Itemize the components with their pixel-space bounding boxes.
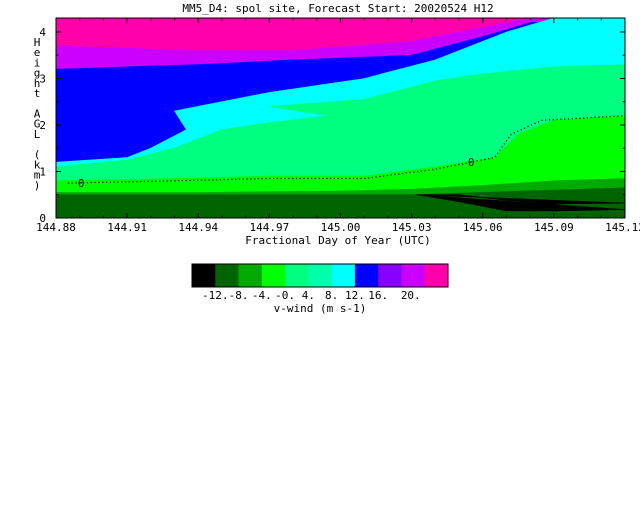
colorbar-tick-label: -8.	[229, 289, 249, 302]
colorbar-swatch	[401, 264, 426, 287]
colorbar-tick-label: -0.	[275, 289, 295, 302]
colorbar-label: v-wind (m s-1)	[274, 302, 367, 315]
colorbar: -12. -8. -4. -0. 4. 8. 12. 16. 20.	[191, 263, 449, 302]
y-tick-label: 2	[39, 119, 46, 132]
x-tick-label: 145.12	[605, 221, 640, 234]
y-axis: 0 1 2 3 4	[39, 26, 625, 225]
x-tick-label: 145.03	[392, 221, 432, 234]
colorbar-swatch	[285, 264, 309, 287]
x-tick-label: 145.06	[463, 221, 503, 234]
contour-label-left: 0	[78, 177, 85, 190]
colorbar-tick-label: 8.	[325, 289, 338, 302]
colorbar-tick-label: 12.	[345, 289, 365, 302]
colorbar-swatch	[192, 264, 216, 287]
zero-contour-line	[67, 115, 626, 184]
x-tick-label: 144.88	[36, 221, 76, 234]
colorbar-frame	[191, 263, 449, 288]
colorbar-swatch	[308, 264, 333, 287]
wind-field-bands	[55, 17, 626, 219]
colorbar-swatch	[331, 264, 356, 287]
x-axis-label: Fractional Day of Year (UTC)	[245, 234, 430, 247]
colorbar-tick-label: 4.	[302, 289, 315, 302]
colorbar-tick-label: -4.	[252, 289, 272, 302]
y-tick-label: 1	[39, 165, 46, 178]
colorbar-swatch	[378, 264, 402, 287]
contour-label-right: 0	[468, 156, 475, 169]
colorbar-tick-label: 16.	[368, 289, 388, 302]
y-tick-label: 4	[39, 26, 46, 39]
x-tick-label: 144.97	[250, 221, 290, 234]
colorbar-tick-label: 20.	[401, 289, 421, 302]
x-tick-label: 145.00	[321, 221, 361, 234]
colorbar-swatch	[215, 264, 240, 287]
chart-title: MM5_D4: spol site, Forecast Start: 20020…	[182, 2, 493, 15]
colorbar-swatch	[261, 264, 286, 287]
y-tick-label: 3	[39, 72, 46, 85]
colorbar-swatch	[238, 264, 263, 287]
colorbar-swatch	[354, 264, 379, 287]
x-tick-label: 144.94	[178, 221, 218, 234]
x-tick-label: 144.91	[107, 221, 147, 234]
x-axis: 144.88 144.91 144.94 144.97 145.00 145.03 145.…	[36, 18, 640, 234]
x-tick-label: 145.09	[534, 221, 574, 234]
colorbar-tick-label: -12.	[202, 289, 229, 302]
colorbar-swatch	[424, 264, 449, 287]
y-tick-label: 0	[39, 212, 46, 225]
band-very-strong-northerly	[416, 194, 626, 212]
